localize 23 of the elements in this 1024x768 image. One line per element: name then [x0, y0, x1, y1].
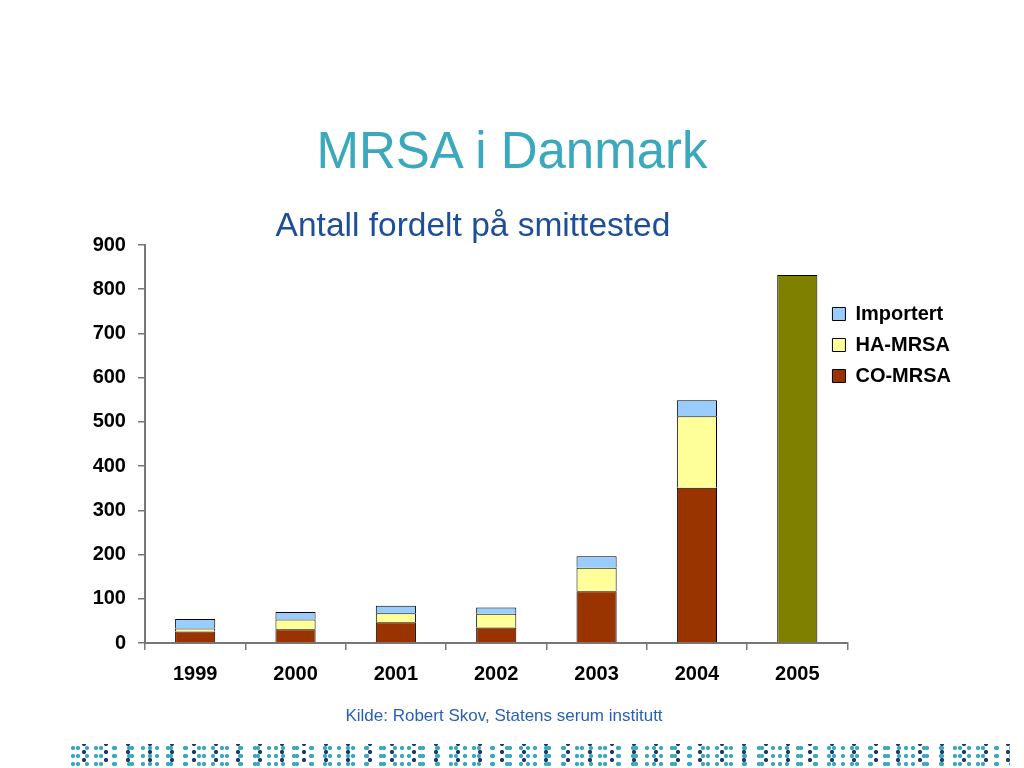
x-tick-label: 2000: [273, 661, 318, 684]
legend-label: Importert: [855, 301, 944, 324]
y-tick-label: 500: [92, 409, 126, 432]
x-tick-label: 2005: [775, 661, 820, 684]
x-tick-label: 2002: [473, 661, 519, 684]
y-tick-label: 900: [92, 232, 126, 255]
chart-subtitle: Antall fordelt på smittested: [274, 205, 672, 245]
legend-label: HA-MRSA: [855, 332, 950, 355]
y-tick-label: 0: [114, 630, 126, 653]
y-tick-label: 100: [92, 586, 126, 609]
x-tick-label: 2004: [674, 661, 721, 684]
chart-title: MRSA i Danmark: [315, 121, 709, 181]
y-tick-label: 400: [92, 453, 126, 476]
y-tick-label: 200: [92, 542, 126, 565]
y-tick-label: 600: [92, 365, 126, 388]
legend-label: CO-MRSA: [855, 363, 951, 386]
x-tick-label: 2003: [574, 661, 619, 684]
x-tick-label: 2001: [373, 661, 419, 684]
y-tick-label: 300: [92, 497, 126, 520]
text: Kilde: Robert Skov, Statens serum institutt: [344, 705, 664, 727]
y-tick-label: 800: [92, 276, 126, 299]
x-tick-label: 1999: [172, 661, 218, 684]
y-tick-label: 700: [92, 320, 126, 343]
